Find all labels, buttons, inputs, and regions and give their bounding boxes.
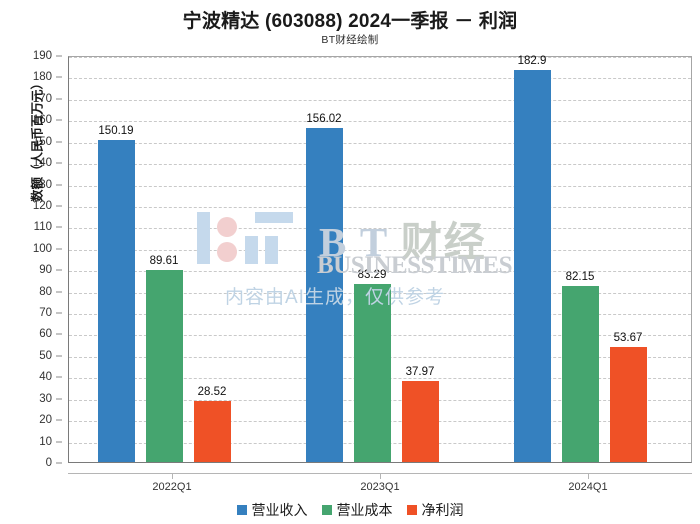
legend-item[interactable]: 净利润 [406,500,464,520]
gridline [69,121,691,123]
y-tick-mark [56,291,62,293]
y-tick-mark [56,184,62,186]
x-tick-label: 2024Q1 [568,481,608,493]
y-tick-label: 110 [33,221,52,234]
bar[interactable] [193,400,231,462]
legend: 营业收入 营业成本 净利润 [0,500,700,520]
chart-title: 宁波精达 (603088) 2024一季报 － 利润 [182,11,518,32]
y-tick-label: 190 [32,50,52,62]
y-tick-label: 20 [39,414,52,427]
y-tick-mark [56,333,62,335]
y-tick-mark [56,119,62,121]
legend-item[interactable]: 营业成本 [321,500,393,520]
gridline [69,206,691,208]
y-tick-mark [56,226,62,228]
bar[interactable] [97,140,135,462]
y-tick-label: 0 [45,457,52,469]
bar-value-label: 150.19 [98,125,134,138]
bar-value-label: 37.97 [405,365,435,378]
x-tick-mark [588,473,589,479]
y-tick-label: 40 [39,371,52,384]
y-axis-title: 数额（人民币百万元） [30,77,45,203]
y-tick-mark [56,248,62,250]
y-tick-mark [56,419,62,421]
bar[interactable] [401,380,439,462]
y-tick-label: 170 [32,92,52,105]
x-tick-label: 2023Q1 [360,481,400,493]
gridline [69,142,691,144]
gridline [69,249,691,251]
bar[interactable] [145,270,183,462]
x-tick-mark [172,473,173,479]
legend-swatch-icon [236,505,247,515]
bar-value-label: 156.02 [306,112,342,125]
bar[interactable] [609,347,647,462]
y-tick-label: 90 [39,264,52,277]
legend-label: 净利润 [421,502,464,518]
bar-value-label: 83.29 [357,268,387,281]
gridline [69,57,691,58]
y-axis: 190 180 170 160 150 140 130 120 110 100 90 80 70 60 50… [0,50,62,469]
y-tick-label: 100 [32,242,52,255]
y-tick-label: 140 [32,157,52,170]
y-tick-mark [56,55,62,57]
y-tick-mark [56,312,62,314]
legend-swatch-icon [406,505,417,515]
bar-value-label: 182.9 [517,55,547,68]
y-tick-mark [56,205,62,207]
y-tick-mark [56,162,62,164]
chart-subtitle: BT财经绘制 [321,34,379,46]
y-tick-label: 60 [39,328,52,341]
y-tick-mark [56,269,62,271]
legend-label: 营业收入 [251,502,308,518]
y-tick-label: 120 [32,199,52,212]
y-tick-mark [56,441,62,443]
y-tick-mark [56,376,62,378]
y-tick-mark [56,355,62,357]
y-tick-label: 50 [39,349,52,362]
plot-area: 150.19 89.61 28.52 156.02 83.29 37.97 182.9 82.… [68,55,692,463]
gridline [69,78,691,80]
y-tick-mark [56,398,62,400]
bar[interactable] [513,70,551,462]
y-tick-mark [56,462,62,464]
bar[interactable] [561,286,599,462]
y-tick-label: 30 [39,392,52,405]
x-tick-mark [380,473,381,479]
y-tick-mark [56,76,62,78]
y-tick-label: 10 [39,435,52,448]
y-tick-label: 130 [32,178,52,191]
y-tick-mark [56,98,62,100]
gridline [69,185,691,187]
y-tick-label: 150 [32,135,52,148]
gridline [69,99,691,101]
bar-value-label: 53.67 [613,332,643,345]
legend-label: 营业成本 [336,502,393,518]
gridline [69,228,691,230]
y-tick-mark [56,141,62,143]
bar-value-label: 89.61 [149,255,179,268]
y-tick-label: 80 [39,285,52,298]
bar-value-label: 28.52 [197,385,227,398]
y-tick-label: 70 [39,307,52,320]
gridline [69,164,691,166]
bar[interactable] [353,283,391,462]
bar[interactable] [305,127,343,462]
legend-item[interactable]: 营业收入 [236,500,308,520]
y-tick-label: 160 [32,114,52,127]
y-tick-label: 180 [32,71,52,84]
x-tick-label: 2022Q1 [152,481,192,493]
bar-value-label: 82.15 [565,271,595,284]
legend-swatch-icon [321,505,332,515]
